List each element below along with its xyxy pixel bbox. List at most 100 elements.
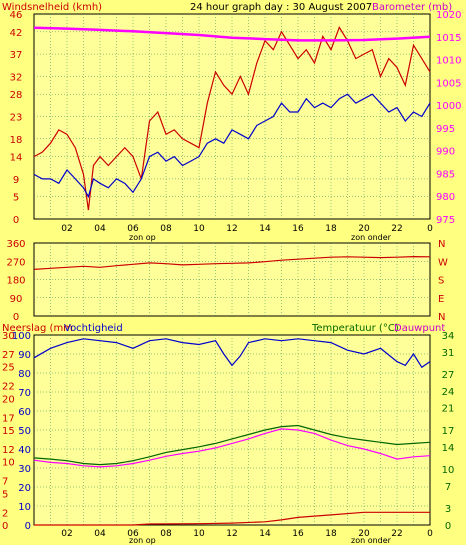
rain-y-tick: 22 [2,382,15,393]
humidity-y-tick: 30 [18,464,31,475]
sunset-label-3: zon onder [351,536,392,545]
x-tick-label: 16 [292,224,304,234]
temp-y-tick: 0 [445,521,451,532]
rain-y-tick: 12 [2,445,15,456]
baro-y-tick: 995 [436,124,455,135]
rain-y-tick: 17 [2,413,15,424]
wind-y-tick: 46 [10,10,23,21]
temp-y-tick: 14 [442,443,455,454]
humidity-y-tick: 50 [18,426,31,437]
x-tick-label: 10 [193,529,205,539]
wind-y-tick: 32 [10,72,23,83]
compass-label: N [438,239,445,250]
wind-left-label: Windsnelheid (kmh) [2,2,102,13]
baro-y-tick: 1015 [436,33,461,44]
direction-y-tick: 360 [6,239,25,250]
temp-y-tick: 27 [442,370,455,381]
rain-y-tick: 15 [2,426,15,437]
x-tick-label: 0 [427,529,433,539]
wind-y-tick: 28 [10,90,23,101]
x-tick-label: 14 [259,224,271,234]
x-tick-label: 0 [427,224,433,234]
wind-y-tick: 14 [10,153,23,164]
sunrise-label-3: zon op [129,536,156,545]
x-tick-label: 22 [391,224,402,234]
baro-y-tick: 985 [436,169,455,180]
rain-y-tick: 20 [2,394,15,405]
wind-y-tick: 42 [10,28,23,39]
x-tick-label: 08 [160,529,172,539]
humidity-y-tick: 70 [18,388,31,399]
humidity-y-tick: 90 [18,350,31,361]
baro-y-tick: 1020 [436,10,461,21]
wind-right-label: Barometer (mb) [372,2,452,13]
x-tick-label: 04 [94,224,106,234]
compass-label: E [438,294,444,305]
rain-y-tick: 27 [2,350,15,361]
x-tick-label: 18 [325,529,337,539]
x-tick-label: 12 [226,224,237,234]
wind-y-tick: 0 [13,215,19,226]
series-line-vochtigheid [33,338,431,369]
x-tick-label: 10 [193,224,205,234]
direction-y-tick: 0 [13,312,19,323]
temp-y-tick: 7 [445,482,451,493]
x-tick-label: 02 [61,224,72,234]
baro-y-tick: 975 [436,215,455,226]
temperature-axis-label: Temperatuur (°C) [311,323,399,334]
dewpoint-axis-label: Dauwpunt [394,323,445,334]
wind-y-tick: 5 [13,193,19,204]
series-line-blue [33,93,431,199]
humidity-y-tick: 100 [12,331,31,342]
temp-y-tick: 17 [442,426,455,437]
series-line-neerslag [34,511,430,526]
humidity-y-tick: 10 [18,502,31,513]
series-line-dauwpunt [33,428,431,468]
x-tick-label: 08 [160,224,172,234]
wind-panel: Windsnelheid (kmh) 24 hour graph day : 3… [2,2,461,242]
series-line-red [33,26,431,211]
compass-label: W [438,257,448,268]
wind-title: 24 hour graph day : 30 August 2007 [190,2,372,13]
direction-y-tick: 180 [6,276,25,287]
humidity-y-tick: 80 [18,369,31,380]
baro-y-tick: 990 [436,147,455,158]
x-tick-label: 20 [358,529,370,539]
humidity-axis-label: Vochtigheid [64,323,123,334]
x-tick-label: 04 [94,529,106,539]
humidity-y-tick: 0 [25,521,31,532]
rain-y-tick: 2 [2,508,8,519]
temp-y-tick: 10 [442,465,455,476]
series-line-magenta [33,26,431,42]
x-tick-label: 18 [325,224,337,234]
rain-y-tick: 5 [2,489,8,500]
x-tick-label: 14 [259,529,271,539]
sunset-label-1: zon onder [351,233,392,242]
rain-y-tick: 10 [2,458,15,469]
wind-y-tick: 18 [10,135,23,146]
compass-label: S [438,276,444,287]
x-tick-label: 22 [391,529,402,539]
x-tick-label: 02 [61,529,72,539]
humidity-y-tick: 40 [18,445,31,456]
sunrise-label-1: zon op [129,233,156,242]
wind-y-tick: 23 [10,113,23,124]
rain-y-tick: 7 [2,477,8,488]
series-line-direction [33,255,431,270]
temp-humidity-panel: Neerslag (mm Vochtigheid Temperatuur (°C… [2,323,454,545]
wind-y-tick: 37 [10,50,23,61]
temp-y-tick: 3 [445,504,451,515]
baro-y-tick: 1005 [436,78,461,89]
compass-label: N [438,312,445,323]
rain-y-tick: 30 [2,331,15,342]
baro-y-tick: 1000 [436,101,461,112]
temp-y-tick: 31 [442,348,455,359]
series-line-temperatuur [33,424,431,466]
baro-y-tick: 980 [436,192,455,203]
x-tick-label: 12 [226,529,237,539]
rain-axis-label: Neerslag (mm [2,323,73,334]
rain-y-tick: 0 [2,521,8,532]
